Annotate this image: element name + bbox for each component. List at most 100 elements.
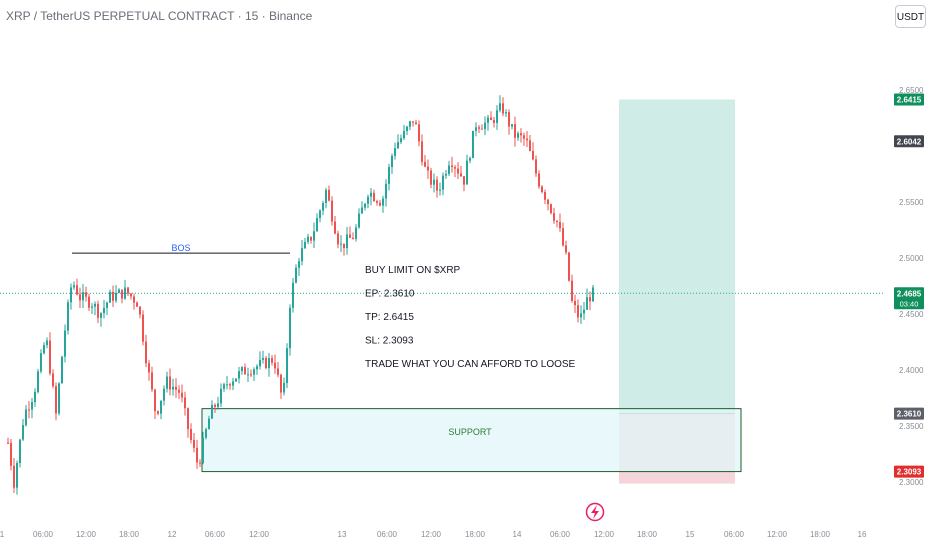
candle-body [475, 127, 477, 131]
lightning-icon-ring [585, 502, 605, 522]
candle [148, 360, 150, 381]
x-tick-label: 18:00 [465, 530, 486, 539]
candle-body [46, 340, 48, 346]
candle-body [226, 384, 228, 386]
x-tick-label: 14 [513, 530, 522, 539]
candle-body [343, 243, 345, 249]
candle [424, 154, 426, 168]
x-tick-label: 18:00 [119, 530, 140, 539]
candle-body [325, 189, 327, 203]
trade-note-line: SL: 2.3093 [365, 336, 414, 347]
candle-body [256, 366, 258, 370]
candle-body [76, 285, 78, 295]
candle-body [529, 140, 531, 151]
chart-title: XRP / TetherUS PERPETUAL CONTRACT · 15 ·… [6, 9, 313, 23]
candle [205, 427, 207, 440]
candle-body [553, 213, 555, 221]
candle [193, 432, 195, 453]
candle-body [337, 233, 339, 245]
lightning-icon-bolt [591, 505, 599, 519]
candle-body [520, 133, 522, 136]
candle [400, 134, 402, 145]
candle-body [52, 373, 54, 387]
candle-body [112, 291, 114, 301]
currency-button[interactable]: USDT [895, 5, 926, 28]
candle [322, 200, 324, 216]
candle-body [55, 386, 57, 414]
candle [376, 199, 378, 206]
candle-body [181, 392, 183, 398]
candle-body [478, 127, 480, 129]
candle [484, 116, 486, 136]
candle-body [406, 126, 408, 132]
candle-body [265, 357, 267, 369]
candle-body [280, 374, 282, 393]
candle [481, 124, 483, 130]
lightning-icon[interactable] [585, 502, 605, 522]
support-box [201, 408, 742, 473]
candle [421, 134, 423, 166]
candle-body [493, 119, 495, 123]
candle-body [370, 192, 372, 197]
candle [457, 162, 459, 180]
candle [439, 182, 441, 196]
candle [268, 352, 270, 377]
candle-body [142, 314, 144, 342]
candle [583, 301, 585, 320]
candle-body [574, 300, 576, 306]
y-tick-label: 2.4000 [899, 366, 924, 375]
candle [451, 156, 453, 173]
candle [454, 164, 456, 178]
candle-body [271, 358, 273, 363]
candle [151, 366, 153, 392]
candle [514, 116, 516, 147]
candle [565, 240, 567, 255]
candle-body [121, 289, 123, 299]
candle-body [196, 447, 198, 463]
candle-body [355, 227, 357, 239]
trade-note-line: TP: 2.6415 [365, 312, 414, 323]
candle [487, 114, 489, 131]
high-price-tag-bg [894, 135, 924, 148]
candle [181, 384, 183, 403]
candle [349, 226, 351, 239]
candle-body [127, 287, 129, 294]
candle-body [514, 124, 516, 138]
candle-body [82, 292, 84, 301]
candle-body [409, 121, 411, 127]
candle [574, 294, 576, 314]
candle [571, 274, 573, 303]
candle-body [151, 372, 153, 390]
candle [226, 376, 228, 390]
candle-body [532, 150, 534, 160]
candle-body [421, 141, 423, 162]
candle [334, 215, 336, 235]
candle [79, 287, 81, 308]
candle [223, 382, 225, 392]
candle [250, 369, 252, 378]
candle [241, 366, 243, 375]
candle [298, 257, 300, 276]
candle [133, 293, 135, 310]
candle-body [217, 403, 219, 407]
y-tick-label: 2.3000 [899, 478, 924, 487]
candle-body [403, 131, 405, 139]
candle-body [376, 201, 378, 203]
x-tick-label: 12 [168, 530, 177, 539]
candle-body [328, 189, 330, 201]
candle-body [202, 437, 204, 463]
candle [367, 194, 369, 209]
candle-body [346, 234, 348, 249]
candle [259, 351, 261, 370]
x-tick-label: 12:00 [594, 530, 615, 539]
candle [7, 437, 9, 444]
candle-body [130, 293, 132, 297]
candle-body [79, 294, 81, 301]
candle-body [388, 167, 390, 184]
candle-body [190, 429, 192, 440]
entry-price-tag-text: 2.3610 [897, 410, 922, 419]
candle [190, 423, 192, 444]
